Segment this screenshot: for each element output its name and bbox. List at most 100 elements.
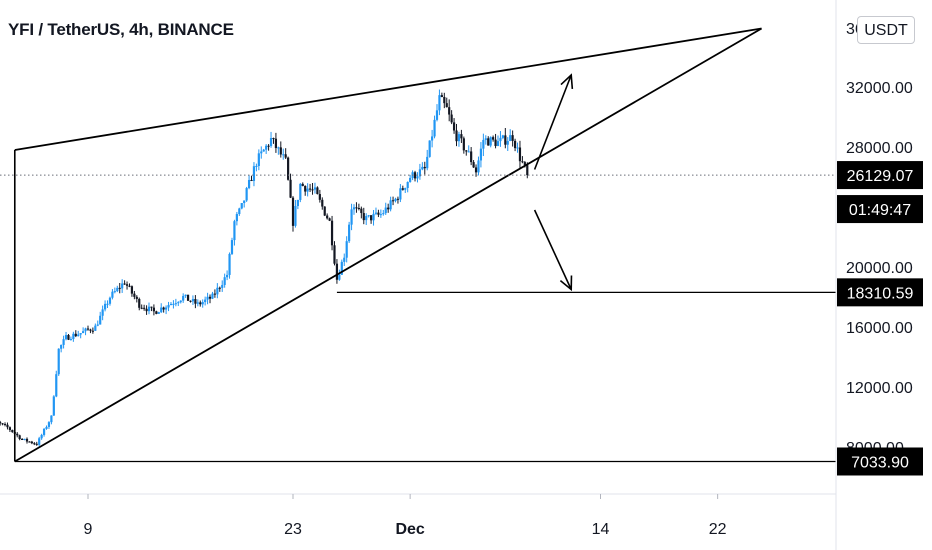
candle-body — [189, 300, 192, 302]
x-tick-label: 22 — [709, 521, 727, 538]
candle-body — [223, 277, 226, 285]
candle-body — [377, 212, 380, 215]
candle — [143, 304, 146, 311]
candle — [477, 156, 480, 176]
last-price-tag[interactable]: 26129.07 — [837, 161, 923, 190]
candle-body — [240, 202, 243, 209]
candle — [406, 181, 409, 193]
candle-body — [6, 424, 9, 428]
candle-body — [196, 302, 199, 304]
candle — [123, 280, 126, 285]
candle — [348, 221, 351, 243]
candle-body — [299, 183, 302, 200]
candle — [152, 304, 155, 316]
candle — [194, 295, 197, 309]
last-price-tag-bg — [837, 161, 923, 190]
candle — [191, 295, 195, 305]
candle-body — [123, 283, 126, 285]
candle — [509, 129, 512, 142]
candle-body — [384, 207, 387, 214]
candle-body — [1, 423, 4, 425]
candle — [326, 213, 329, 220]
candle-body — [509, 135, 512, 142]
candle-body — [460, 134, 463, 139]
candle — [282, 148, 285, 160]
candle — [438, 89, 441, 116]
candle — [62, 335, 65, 349]
candle-body — [428, 140, 431, 157]
y-tick-label: 20000.00 — [846, 260, 913, 277]
candle — [255, 163, 258, 172]
arrow-down[interactable] — [533, 209, 573, 292]
candle-body — [433, 119, 436, 137]
candle — [265, 144, 268, 154]
candle-body — [355, 207, 358, 209]
candle — [179, 300, 182, 304]
candle-body — [438, 95, 441, 111]
candle-body — [455, 130, 458, 142]
countdown-tag-bg — [837, 195, 923, 224]
candle-body — [323, 206, 326, 216]
candle-body — [267, 145, 270, 147]
candle — [399, 184, 402, 203]
candle-body — [211, 293, 214, 299]
candle-body — [457, 134, 461, 142]
candle — [487, 136, 490, 146]
candle-body — [413, 172, 417, 179]
candle-body — [404, 187, 407, 190]
candle — [77, 330, 80, 337]
wedge-lower-trendline[interactable] — [14, 27, 763, 463]
candle-body — [282, 154, 285, 156]
candle — [118, 282, 121, 294]
candle-body — [357, 207, 360, 209]
candle — [440, 92, 443, 98]
candle-body — [135, 296, 138, 299]
candle — [413, 170, 417, 182]
candle-body — [472, 162, 475, 168]
arrow-up[interactable] — [533, 73, 574, 170]
candle — [489, 136, 492, 148]
candle-body — [42, 428, 46, 435]
candle — [448, 99, 451, 122]
candle — [360, 206, 363, 219]
candle-body — [152, 307, 155, 312]
candle-body — [213, 293, 217, 295]
chart-title: YFI / TetherUS, 4h, BINANCE — [8, 20, 234, 39]
candle-body — [21, 439, 24, 441]
candle — [189, 300, 192, 303]
candle — [11, 429, 14, 433]
candle-body — [321, 199, 324, 207]
price-tag-18310[interactable]: 18310.59 — [837, 278, 923, 307]
price-tag-7033[interactable]: 7033.90 — [837, 447, 923, 476]
candle-body — [470, 151, 473, 163]
candle-body — [394, 198, 397, 202]
candle-body — [11, 429, 14, 433]
wedge-upper-trendline[interactable] — [14, 27, 762, 151]
candle — [218, 286, 221, 292]
candle-body — [328, 218, 331, 221]
candle — [426, 149, 429, 171]
candle — [479, 142, 483, 168]
candle — [121, 279, 124, 293]
candle-body — [316, 187, 319, 195]
candle-body — [296, 199, 299, 207]
candle — [330, 215, 334, 251]
candle — [250, 175, 253, 182]
candle — [345, 236, 348, 263]
candle-body — [230, 240, 234, 254]
candle — [409, 174, 412, 183]
candle — [277, 146, 280, 155]
candle — [338, 269, 341, 281]
candle-body — [340, 261, 343, 275]
candle — [72, 331, 75, 342]
candle — [101, 305, 104, 321]
candle-body — [184, 294, 187, 296]
candle — [82, 327, 85, 334]
currency-button[interactable]: USDT — [857, 16, 915, 44]
candle-body — [245, 188, 248, 201]
candle — [260, 146, 263, 159]
candle-body — [391, 200, 395, 202]
countdown-tag[interactable]: 01:49:47 — [837, 195, 923, 224]
candle — [28, 441, 31, 443]
